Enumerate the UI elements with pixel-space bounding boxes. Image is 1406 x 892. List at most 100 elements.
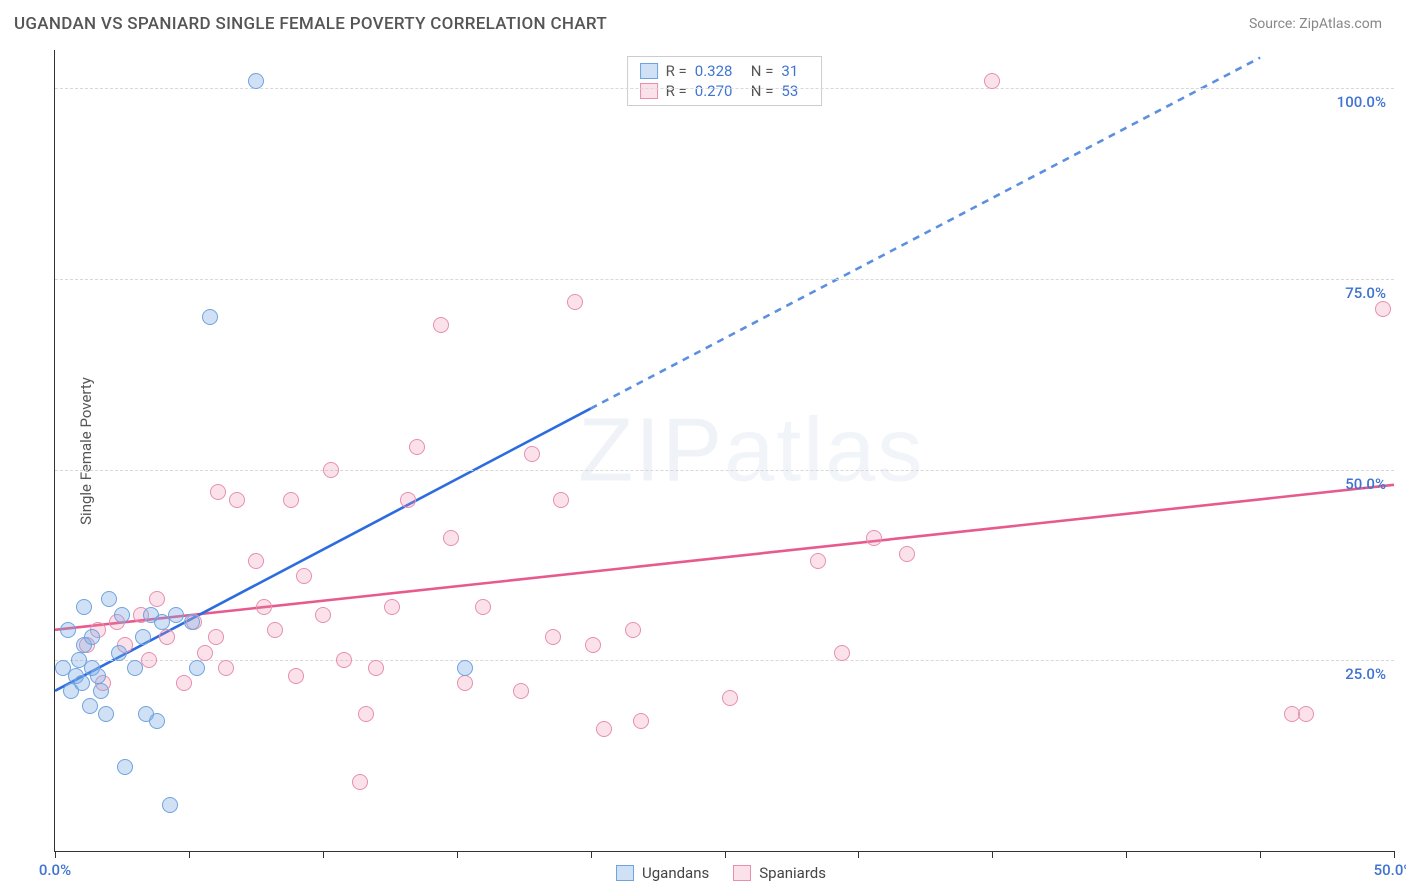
- data-point: [176, 675, 192, 691]
- legend-r-value: 0.270: [695, 82, 743, 100]
- data-point: [336, 652, 352, 668]
- data-point: [553, 492, 569, 508]
- data-point: [633, 713, 649, 729]
- data-point: [127, 660, 143, 676]
- data-point: [409, 439, 425, 455]
- legend-stats-row: R = 0.270 N = 53: [640, 81, 810, 101]
- data-point: [197, 645, 213, 661]
- watermark-light: atlas: [724, 400, 924, 500]
- data-point: [513, 683, 529, 699]
- data-point: [323, 462, 339, 478]
- data-point: [384, 599, 400, 615]
- x-tick-label-min: 0.0%: [39, 861, 71, 879]
- legend-stats-box: R = 0.328 N = 31 R = 0.270 N = 53: [627, 56, 823, 106]
- data-point: [117, 759, 133, 775]
- data-point: [899, 546, 915, 562]
- data-point: [248, 73, 264, 89]
- data-point: [352, 774, 368, 790]
- data-point: [82, 698, 98, 714]
- data-point: [475, 599, 491, 615]
- data-point: [76, 599, 92, 615]
- data-point: [585, 637, 601, 653]
- plot-region: ZIPatlas R = 0.328 N = 31 R = 0.270 N = 53 25.0…: [54, 50, 1394, 852]
- trend-line: [591, 58, 1261, 409]
- y-tick-label: 75.0%: [1345, 284, 1386, 302]
- data-point: [267, 622, 283, 638]
- data-point: [135, 629, 151, 645]
- x-tick: [1260, 851, 1261, 858]
- data-point: [202, 309, 218, 325]
- data-point: [524, 446, 540, 462]
- data-point: [625, 622, 641, 638]
- data-point: [984, 73, 1000, 89]
- data-point: [218, 660, 234, 676]
- data-point: [596, 721, 612, 737]
- data-point: [90, 668, 106, 684]
- legend-n-label: N =: [751, 82, 774, 100]
- data-point: [834, 645, 850, 661]
- data-point: [229, 492, 245, 508]
- x-tick: [55, 851, 56, 858]
- data-point: [457, 675, 473, 691]
- data-point: [60, 622, 76, 638]
- data-point: [208, 629, 224, 645]
- trend-line: [55, 409, 591, 691]
- x-tick: [1394, 851, 1395, 858]
- trend-lines-layer: [55, 50, 1394, 851]
- data-point: [162, 797, 178, 813]
- y-tick-label: 25.0%: [1345, 665, 1386, 683]
- legend-n-value: 31: [781, 62, 809, 80]
- x-tick: [457, 851, 458, 858]
- x-tick: [323, 851, 324, 858]
- source-label: Source: ZipAtlas.com: [1249, 16, 1382, 32]
- data-point: [545, 629, 561, 645]
- data-point: [98, 706, 114, 722]
- data-point: [168, 607, 184, 623]
- x-tick: [858, 851, 859, 858]
- x-tick-label-max: 50.0%: [1374, 861, 1406, 879]
- data-point: [400, 492, 416, 508]
- data-point: [149, 591, 165, 607]
- legend-series-item: Ugandans: [616, 864, 709, 882]
- watermark: ZIPatlas: [578, 399, 924, 502]
- legend-swatch: [640, 83, 658, 99]
- legend-r-label: R =: [666, 62, 687, 80]
- legend-n-value: 53: [781, 82, 809, 100]
- data-point: [288, 668, 304, 684]
- legend-swatch: [640, 63, 658, 79]
- y-tick-label: 100.0%: [1337, 93, 1386, 111]
- chart-area: Single Female Poverty ZIPatlas R =0.328N…: [48, 50, 1394, 852]
- chart-title: UGANDAN VS SPANIARD SINGLE FEMALE POVERT…: [14, 14, 607, 34]
- data-point: [457, 660, 473, 676]
- legend-series-item: Spaniards: [733, 864, 826, 882]
- legend-swatch: [616, 865, 634, 881]
- data-point: [256, 599, 272, 615]
- data-point: [101, 591, 117, 607]
- data-point: [358, 706, 374, 722]
- data-point: [296, 568, 312, 584]
- data-point: [248, 553, 264, 569]
- legend-swatch: [733, 865, 751, 881]
- legend-r-value: 0.328: [695, 62, 743, 80]
- data-point: [111, 645, 127, 661]
- legend-stats-row: R = 0.328 N = 31: [640, 61, 810, 81]
- x-tick: [992, 851, 993, 858]
- data-point: [84, 629, 100, 645]
- data-point: [184, 614, 200, 630]
- legend-n-label: N =: [751, 62, 774, 80]
- x-tick: [189, 851, 190, 858]
- data-point: [283, 492, 299, 508]
- legend-series-label: Spaniards: [759, 864, 826, 882]
- data-point: [810, 553, 826, 569]
- data-point: [722, 690, 738, 706]
- y-tick-label: 50.0%: [1345, 475, 1386, 493]
- data-point: [149, 713, 165, 729]
- x-tick: [591, 851, 592, 858]
- data-point: [159, 629, 175, 645]
- data-point: [368, 660, 384, 676]
- x-tick: [725, 851, 726, 858]
- data-point: [433, 317, 449, 333]
- gridline: [55, 279, 1394, 280]
- legend-r-label: R =: [666, 82, 687, 100]
- data-point: [210, 484, 226, 500]
